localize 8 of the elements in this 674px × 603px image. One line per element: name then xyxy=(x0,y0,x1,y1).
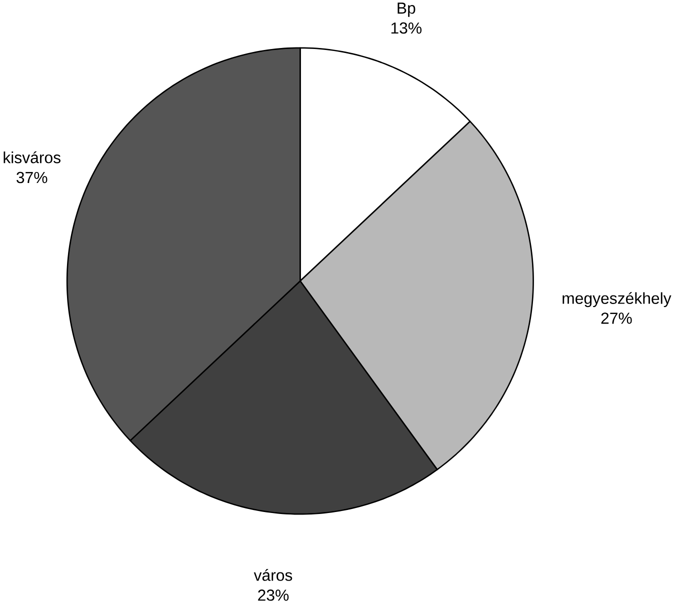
slice-label: megyeszékhely xyxy=(562,292,672,307)
data-label: 23% xyxy=(258,589,289,601)
data-label: 27% xyxy=(601,312,632,324)
slice-label: Bp xyxy=(398,2,416,17)
slice-label: kisváros xyxy=(4,151,60,163)
slice-label: város xyxy=(254,568,292,581)
data-label: 13% xyxy=(391,22,422,34)
data-label: 37% xyxy=(16,172,48,183)
